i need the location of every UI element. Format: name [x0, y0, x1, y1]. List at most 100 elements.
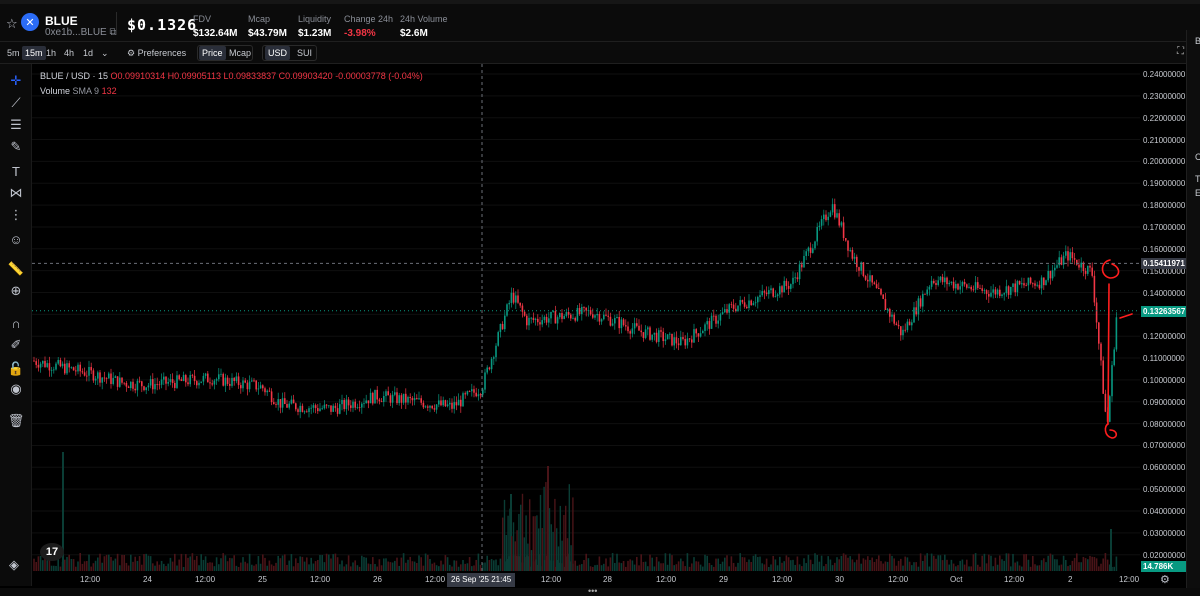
interval-5m[interactable]: 5m [7, 48, 20, 58]
fullscreen-icon[interactable]: ⛶ [1177, 46, 1184, 57]
token-address[interactable]: 0xe1b...BLUE ⧉ [45, 27, 117, 38]
copy-icon[interactable]: ⧉ [109, 27, 117, 38]
volume-bar [301, 556, 304, 571]
zoom-in-icon[interactable]: ⊕ [10, 283, 22, 298]
candle-body [180, 379, 183, 381]
volume-bar [1027, 559, 1030, 571]
stat-change-24h: Change 24h -3.98% [344, 14, 393, 39]
volume-bar [389, 562, 392, 571]
volume-bar [565, 505, 567, 571]
volume-bar [737, 562, 739, 571]
volume-bar [785, 555, 788, 571]
volume-bar [655, 556, 658, 571]
candle-body [44, 360, 46, 367]
volume-bar [77, 561, 79, 571]
chart-settings-gear-icon[interactable]: ⚙ [1160, 574, 1170, 586]
volume-bar [983, 553, 986, 571]
lock-icon[interactable]: 🔓 [7, 361, 25, 376]
candle-body [983, 290, 986, 291]
volume-bar [592, 566, 594, 571]
layers-icon[interactable]: ◈ [9, 557, 19, 572]
trash-icon[interactable]: 🗑 [7, 413, 25, 428]
toggle-price[interactable]: Price [199, 46, 226, 60]
volume-bar [1095, 558, 1098, 571]
right-strip-text: C [1195, 152, 1200, 162]
candle-body [431, 405, 433, 409]
volume-bar [1109, 564, 1111, 571]
candle-body [858, 267, 860, 271]
volume-bar [776, 565, 779, 571]
time-tick-label: 12:00 [772, 575, 793, 584]
pair-label: BLUE / USD · 15 [40, 71, 109, 81]
volume-bar [779, 556, 781, 571]
favorite-star-icon[interactable]: ☆ [6, 16, 18, 31]
token-logo: ✕ [21, 13, 39, 31]
candle-body [1010, 286, 1012, 295]
volume-bar [75, 566, 77, 571]
volume-bar [807, 554, 810, 571]
volume-bar [561, 540, 563, 571]
price-tick-label: 0.21000000 [1143, 135, 1186, 145]
candle-body [994, 289, 997, 295]
candle-body [904, 329, 906, 331]
interval-1h[interactable]: 1h [46, 48, 57, 58]
candle-body [827, 216, 829, 221]
volume-bar [466, 563, 469, 571]
candle-body [306, 411, 308, 413]
candle-body [409, 396, 411, 399]
volume-bar [226, 561, 229, 571]
volume-bar [167, 563, 169, 571]
volume-bar [735, 566, 737, 571]
ruler-icon[interactable]: 📏 [7, 261, 25, 276]
more-dots-icon[interactable]: ••• [588, 586, 598, 596]
volume-bar [963, 564, 966, 571]
volume-bar [420, 557, 422, 571]
interval-15m[interactable]: 15m [22, 46, 46, 60]
volume-bar [83, 561, 86, 571]
tradingview-logo[interactable]: 17 [40, 543, 64, 561]
candle-body [625, 325, 627, 327]
candle-body [710, 315, 713, 329]
volume-bar [803, 558, 805, 571]
volume-bar [566, 538, 569, 571]
forecast-icon[interactable]: ⋮ [9, 207, 23, 222]
price-tick-label: 0.16000000 [1143, 244, 1186, 254]
chevron-down-icon[interactable]: ⌄ [101, 48, 109, 58]
volume-bar [836, 557, 838, 571]
fib-retracement-icon[interactable]: ☰ [10, 117, 22, 132]
toggle-mcap[interactable]: Mcap [229, 48, 252, 58]
candle-body [836, 213, 838, 218]
magnet-icon[interactable]: ∩ [11, 315, 21, 331]
interval-4h[interactable]: 4h [64, 48, 75, 58]
candle-body [471, 389, 473, 392]
toggle-usd[interactable]: USD [265, 46, 291, 60]
candle-body [191, 375, 194, 376]
price-mcap-toggle [197, 45, 253, 61]
volume-bar [224, 555, 227, 571]
interval-1d[interactable]: 1d [83, 48, 94, 58]
preferences-button[interactable]: ⚙ Preferences [124, 46, 189, 60]
candle-body [666, 334, 669, 340]
price-chart[interactable] [32, 64, 1140, 574]
volume-bar [539, 494, 542, 571]
volume-bar [702, 566, 704, 571]
volume-bar [968, 566, 970, 571]
candle-body [803, 255, 805, 268]
volume-bar [431, 563, 433, 571]
emoji-icon[interactable]: ☺ [9, 231, 23, 247]
candle-body [913, 307, 915, 323]
volume-bar [886, 561, 889, 571]
brush-icon[interactable]: ✎ [10, 139, 22, 154]
crosshair-icon[interactable]: ✛ [10, 73, 22, 88]
eye-icon[interactable]: ◉ [10, 381, 22, 396]
text-icon[interactable]: T [12, 163, 20, 179]
candle-body [856, 256, 858, 268]
trendline-icon[interactable]: ⟋ [11, 95, 21, 110]
toggle-sui[interactable]: SUI [297, 48, 313, 58]
pattern-icon[interactable]: ⋈ [9, 185, 23, 200]
candle-body [495, 345, 497, 358]
candle-body [838, 213, 840, 226]
lock-drawing-icon[interactable]: ✐ [10, 337, 22, 352]
volume-bar [1091, 556, 1093, 571]
volume-bar [761, 563, 763, 571]
